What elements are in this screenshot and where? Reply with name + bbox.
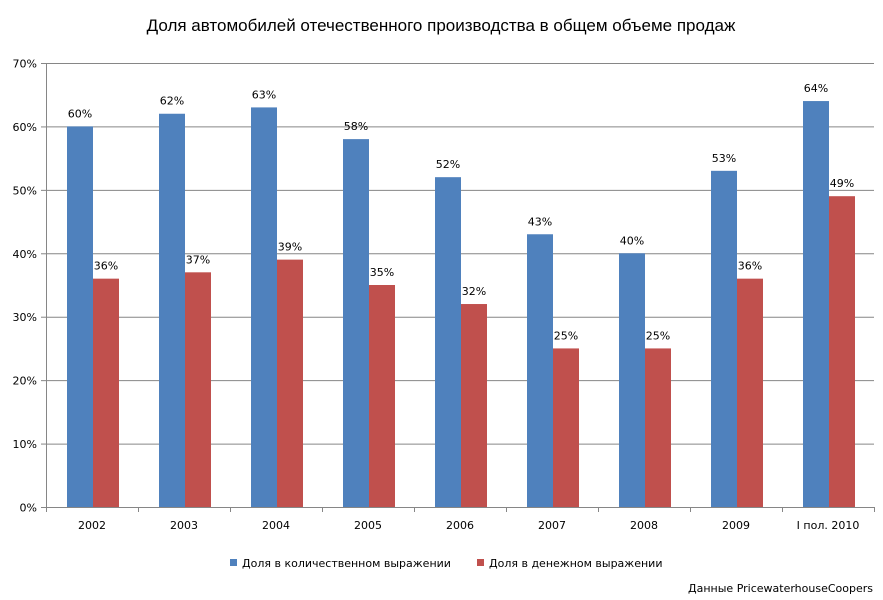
y-tick-label: 40%: [13, 248, 37, 261]
data-label-value: 35%: [370, 266, 394, 279]
data-label-value: 36%: [738, 260, 762, 273]
bar-value: [185, 272, 211, 507]
bar-quantity: [619, 253, 645, 507]
x-tick-label: 2007: [538, 519, 566, 532]
x-tick-label: 2004: [262, 519, 290, 532]
y-tick-label: 70%: [13, 58, 37, 71]
data-label-quantity: 58%: [344, 120, 368, 133]
bar-quantity: [159, 113, 185, 507]
x-tick-label: 2006: [446, 519, 474, 532]
data-labels: 60% 62% 63% 58% 52% 43% 40% 53% 64% 36% 37% 39% 35% 3…: [68, 82, 854, 342]
x-tick-label: I пол. 2010: [797, 519, 860, 532]
legend-swatch: [477, 559, 484, 566]
bar-quantity: [711, 170, 737, 508]
y-tick-label: 30%: [13, 311, 37, 324]
y-tick-label: 0%: [20, 502, 37, 515]
y-tick-label: 20%: [13, 375, 37, 388]
data-label-value: 49%: [830, 177, 854, 190]
bar-quantity: [343, 139, 369, 507]
data-label-quantity: 63%: [252, 88, 276, 101]
bar-value: [645, 348, 671, 507]
data-label-value: 25%: [646, 329, 670, 342]
source-note: Данные PricewaterhouseCoopers: [688, 582, 873, 595]
data-label-quantity: 53%: [712, 152, 736, 165]
y-tick-label: 10%: [13, 438, 37, 451]
legend-swatch: [230, 559, 237, 566]
bar-quantity: [803, 101, 829, 508]
x-tick-label: 2009: [722, 519, 750, 532]
chart-title: Доля автомобилей отечественного производ…: [147, 16, 736, 35]
y-tick-label: 60%: [13, 121, 37, 134]
legend: Доля в количественном выражении Доля в де…: [230, 557, 662, 570]
x-tick-label: 2008: [630, 519, 658, 532]
bar-value: [277, 259, 303, 507]
bar-value: [93, 278, 119, 507]
legend-label: Доля в количественном выражении: [242, 557, 451, 570]
data-label-quantity: 64%: [804, 82, 828, 95]
x-tick-label: 2003: [170, 519, 198, 532]
data-label-quantity: 43%: [528, 215, 552, 228]
bar-value: [829, 196, 855, 507]
data-label-quantity: 62%: [160, 95, 184, 108]
data-label-value: 39%: [278, 241, 302, 254]
axes: 0% 10% 20% 30% 40% 50% 60% 70% 2002 2003 2004 2005 2…: [13, 58, 875, 532]
data-label-value: 37%: [186, 253, 210, 266]
bar-value: [737, 278, 763, 507]
bar-quantity: [435, 177, 461, 507]
x-tick-label: 2002: [78, 519, 106, 532]
bar-value: [553, 348, 579, 507]
legend-label: Доля в денежном выражении: [489, 557, 662, 570]
data-label-quantity: 40%: [620, 234, 644, 247]
data-label-value: 32%: [462, 285, 486, 298]
bar-quantity: [527, 234, 553, 507]
data-label-value: 25%: [554, 329, 578, 342]
data-label-quantity: 52%: [436, 158, 460, 171]
bar-quantity: [251, 107, 277, 508]
data-label-value: 36%: [94, 260, 118, 273]
bar-quantity: [67, 126, 93, 507]
bar-value: [369, 285, 395, 507]
bar-value: [461, 304, 487, 507]
y-tick-label: 50%: [13, 184, 37, 197]
x-tick-label: 2005: [354, 519, 382, 532]
data-label-quantity: 60%: [68, 107, 92, 120]
bars: [67, 101, 855, 508]
